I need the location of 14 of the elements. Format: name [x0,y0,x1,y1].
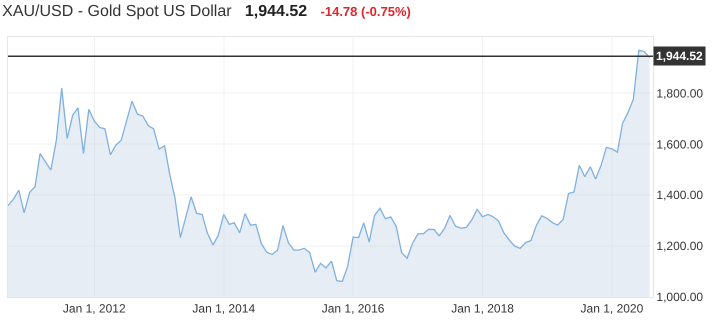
text: -14.78 (-0.75%) [320,4,411,20]
x-tick-label: Jan 1, 2018 [451,301,514,316]
text: 1,944.52 [244,3,308,20]
x-tick-label: Jan 1, 2014 [192,301,256,316]
y-tick-label: 1,200.00 [656,239,704,254]
y-tick-label: 1,400.00 [656,188,704,202]
x-tick-label: Jan 1, 2012 [62,301,126,316]
x-tick-label: Jan 1, 2016 [322,301,385,316]
x-tick-label: Jan 1, 2020 [580,301,644,316]
y-tick-label: 1,800.00 [656,86,704,100]
y-tick-label: 1,000.00 [656,290,704,304]
ref-line-label: 1,944.52 [656,49,704,63]
y-tick-label: 1,600.00 [656,137,704,152]
chart-title: XAU/USD - Gold Spot US Dollar [2,3,232,20]
